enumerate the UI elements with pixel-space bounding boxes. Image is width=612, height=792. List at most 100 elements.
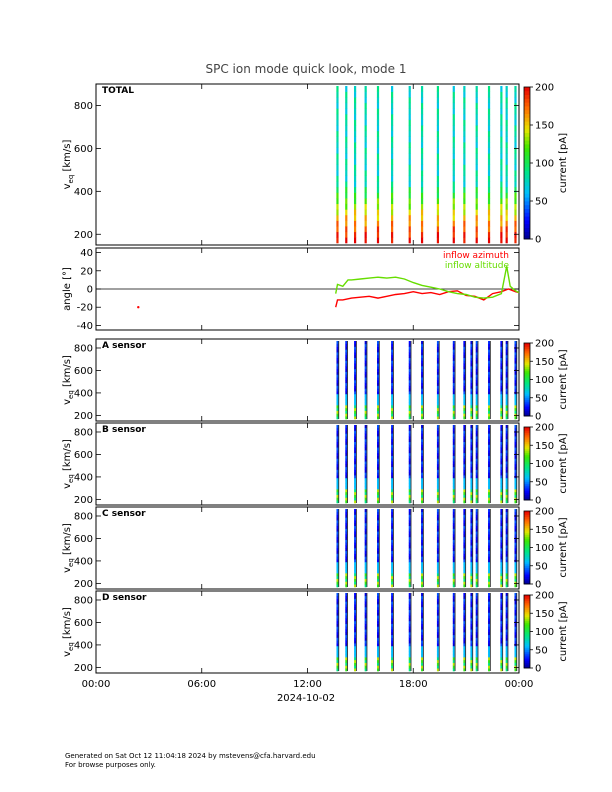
colorbar-segment bbox=[524, 414, 530, 417]
heatmap-cell bbox=[505, 433, 508, 437]
heatmap-cell bbox=[377, 377, 379, 381]
heatmap-cell bbox=[475, 382, 478, 386]
heatmap-cell bbox=[354, 425, 357, 429]
heatmap-cell bbox=[421, 399, 424, 403]
heatmap-cell bbox=[421, 382, 424, 386]
y-tick-label: -40 bbox=[77, 321, 93, 332]
heatmap-cell bbox=[514, 455, 517, 459]
heatmap-cell bbox=[408, 475, 411, 479]
heatmap-cell bbox=[345, 466, 348, 470]
heatmap-cell bbox=[364, 561, 367, 566]
heatmap-cell bbox=[391, 209, 394, 216]
heatmap-cell bbox=[505, 500, 508, 504]
heatmap-cell bbox=[500, 632, 503, 636]
heatmap-cell bbox=[354, 520, 357, 524]
colorbar-segment bbox=[524, 412, 530, 415]
heatmap-cell bbox=[470, 438, 473, 443]
heatmap-cell bbox=[500, 531, 503, 535]
heatmap-cell bbox=[500, 382, 503, 386]
heatmap-cell bbox=[345, 380, 348, 384]
heatmap-cell bbox=[336, 556, 339, 560]
heatmap-cell bbox=[408, 198, 411, 205]
y-tick-label: 400 bbox=[74, 640, 93, 651]
heatmap-cell bbox=[436, 436, 439, 440]
heatmap-cell bbox=[421, 612, 424, 616]
heatmap-cell bbox=[487, 158, 491, 165]
heatmap-cell bbox=[336, 475, 339, 479]
heatmap-cell bbox=[463, 393, 466, 398]
heatmap-cell bbox=[336, 388, 339, 392]
heatmap-cell bbox=[452, 573, 455, 577]
heatmap-cell bbox=[452, 626, 455, 630]
heatmap-cell bbox=[377, 567, 379, 571]
heatmap-cell bbox=[354, 575, 357, 579]
heatmap-cell bbox=[354, 477, 357, 482]
heatmap-cell bbox=[505, 480, 508, 484]
heatmap-cell bbox=[463, 567, 466, 571]
heatmap-cell bbox=[408, 489, 411, 493]
heatmap-cell bbox=[463, 654, 466, 658]
heatmap-cell bbox=[345, 491, 348, 495]
heatmap-cell bbox=[475, 634, 478, 638]
heatmap-cell bbox=[452, 520, 455, 524]
heatmap-cell bbox=[505, 142, 508, 148]
colorbar-segment bbox=[524, 490, 530, 494]
colorbar-label: current [pA] bbox=[558, 517, 569, 577]
colorbar-label: current [pA] bbox=[558, 133, 569, 193]
heatmap-cell bbox=[452, 214, 455, 221]
heatmap-cell bbox=[505, 413, 508, 417]
heatmap-cell bbox=[505, 570, 508, 574]
heatmap-cell bbox=[336, 97, 339, 104]
heatmap-cell bbox=[354, 368, 357, 372]
colorbar-segment bbox=[524, 121, 530, 126]
heatmap-cell bbox=[500, 598, 503, 602]
heatmap-cell bbox=[364, 427, 367, 431]
heatmap-cell bbox=[436, 634, 439, 638]
heatmap-cell bbox=[475, 573, 478, 577]
heatmap-cell bbox=[391, 539, 394, 543]
heatmap-cell bbox=[377, 559, 379, 563]
colorbar-segment bbox=[524, 448, 530, 452]
heatmap-cell bbox=[475, 391, 478, 395]
colorbar-segment bbox=[524, 366, 530, 369]
heatmap-cell bbox=[514, 425, 517, 429]
heatmap-cell bbox=[345, 609, 348, 613]
heatmap-cell bbox=[408, 645, 411, 650]
heatmap-cell bbox=[364, 125, 367, 132]
colorbar-segment bbox=[524, 151, 530, 156]
heatmap-cell bbox=[452, 399, 455, 403]
heatmap-cell bbox=[436, 198, 440, 205]
heatmap-cell bbox=[354, 450, 357, 454]
colorbar-segment bbox=[524, 598, 530, 601]
heatmap-cell bbox=[336, 108, 339, 115]
heatmap-cell bbox=[436, 452, 439, 456]
heatmap-cell bbox=[514, 654, 517, 658]
heatmap-cell bbox=[436, 186, 440, 193]
heatmap-cell bbox=[408, 632, 411, 636]
heatmap-cell bbox=[505, 396, 508, 400]
colorbar-segment bbox=[524, 370, 530, 373]
heatmap-cell bbox=[470, 598, 473, 602]
colorbar-segment bbox=[524, 113, 530, 118]
heatmap-cell bbox=[336, 430, 339, 434]
heatmap-cell bbox=[377, 341, 379, 345]
heatmap-cell bbox=[514, 192, 517, 199]
heatmap-cell bbox=[364, 662, 367, 666]
heatmap-cell bbox=[408, 606, 411, 611]
heatmap-cell bbox=[475, 564, 478, 568]
heatmap-cell bbox=[452, 483, 455, 487]
heatmap-cell bbox=[408, 578, 411, 582]
heatmap-cell bbox=[463, 430, 466, 434]
heatmap-cell bbox=[500, 643, 503, 647]
heatmap-cell bbox=[336, 405, 339, 409]
heatmap-cell bbox=[475, 352, 478, 356]
heatmap-cell bbox=[336, 595, 339, 599]
heatmap-cell bbox=[408, 494, 411, 498]
colorbar-segment bbox=[524, 394, 530, 397]
colorbar-segment bbox=[524, 227, 530, 232]
heatmap-cell bbox=[500, 214, 503, 221]
colorbar-segment bbox=[524, 163, 530, 168]
heatmap-cell bbox=[487, 153, 491, 160]
series-point bbox=[137, 306, 140, 309]
heatmap-cell bbox=[345, 634, 348, 638]
